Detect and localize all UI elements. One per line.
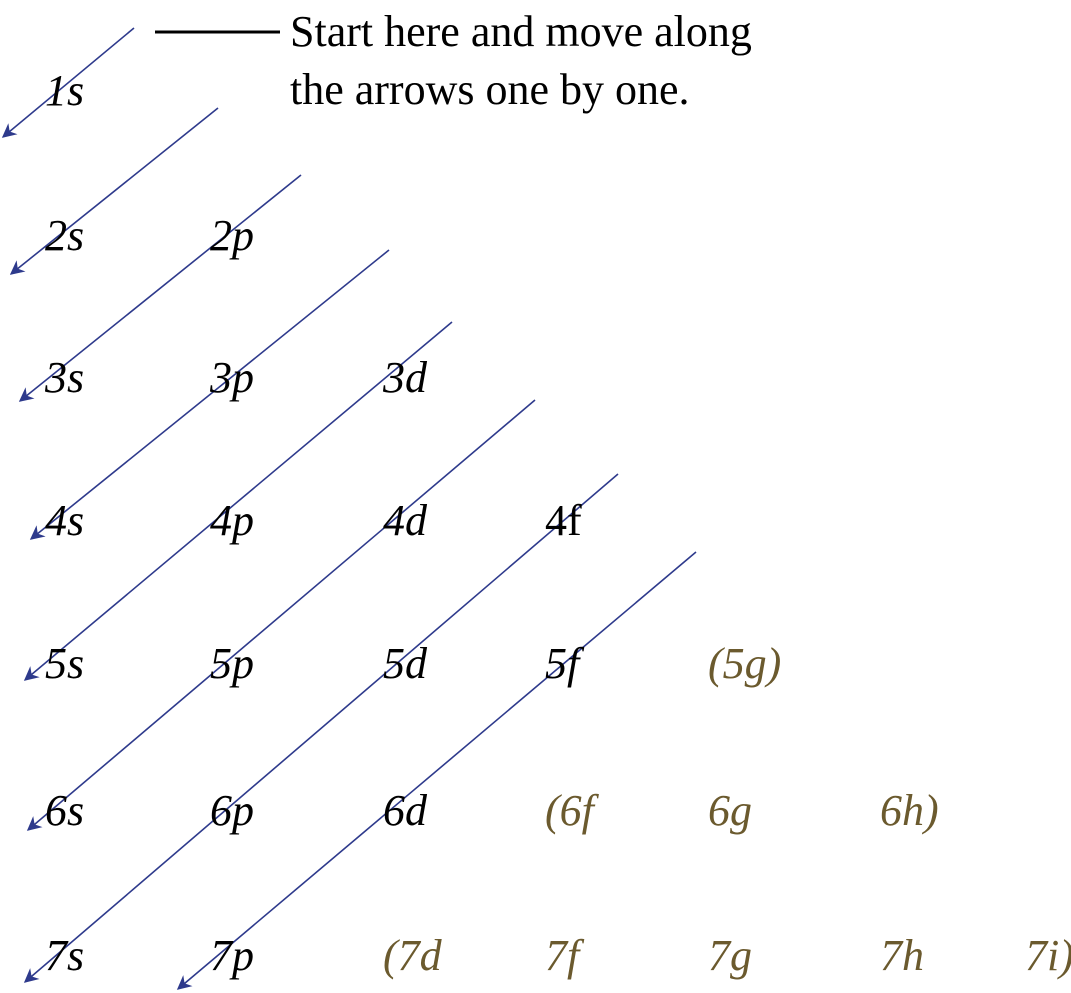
orbital-label: 7h (880, 931, 924, 980)
orbital-label: 7p (210, 931, 254, 980)
note-text: the arrows one by one. (290, 65, 690, 114)
orbital-label: 4f (545, 496, 582, 545)
arrow (26, 399, 536, 831)
arrow (23, 321, 453, 681)
orbital-label: 3d (382, 353, 428, 402)
orbital-label: 3p (209, 353, 254, 402)
arrow (176, 551, 697, 990)
arrow (29, 249, 390, 540)
orbital-label: 7s (45, 931, 84, 980)
orbital-label: 7f (545, 931, 585, 980)
orbital-label: 5s (45, 639, 84, 688)
orbital-label: 6h) (880, 786, 939, 835)
orbital-label: 6g (708, 786, 752, 835)
orbital-label: 4d (383, 496, 428, 545)
orbital-label: 6d (383, 786, 428, 835)
orbital-label: 3s (44, 353, 84, 402)
orbital-label: 4s (45, 496, 84, 545)
orbital-label: (7d (383, 931, 443, 980)
orbital-label: 7i) (1025, 931, 1071, 980)
orbital-label: 1s (45, 66, 84, 115)
orbital-label: (6f (545, 786, 600, 835)
orbital-label: 6s (45, 786, 84, 835)
orbital-label: 2p (210, 211, 254, 260)
arrow (9, 107, 219, 275)
arrows (1, 27, 697, 990)
arrow (23, 473, 619, 983)
note-text: Start here and move along (290, 7, 752, 56)
arrow (1, 27, 135, 138)
orbitals: 1s 2s 2p 3s 3p 3d 4s 4p 4d 4f 5s 5p 5d 5f (5g) 6s 6p 6d (6… (44, 66, 1071, 980)
orbital-label: 5p (210, 639, 254, 688)
orbital-label: (5g) (708, 639, 781, 688)
orbital-label: 7g (708, 931, 752, 980)
arrow (18, 174, 302, 402)
orbital-label: 2s (45, 211, 84, 260)
orbital-label: 5f (545, 639, 585, 688)
orbital-label: 5d (383, 639, 428, 688)
orbital-label: 4p (210, 496, 254, 545)
orbital-label: 6p (210, 786, 254, 835)
